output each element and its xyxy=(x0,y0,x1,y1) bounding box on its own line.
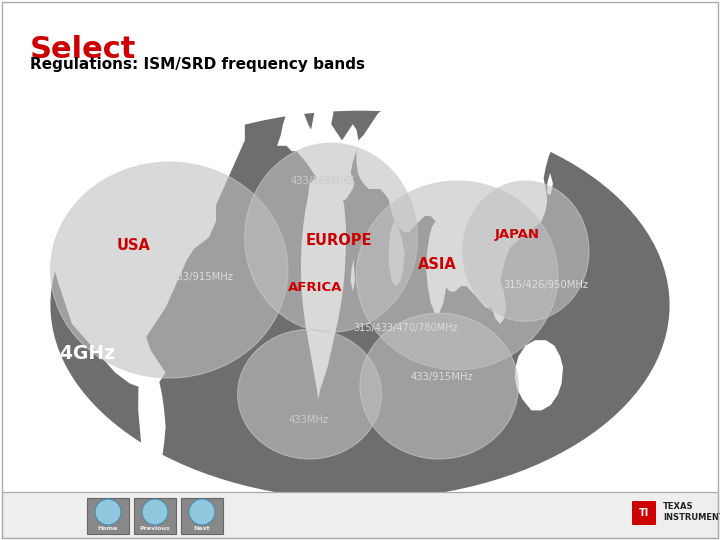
Text: 315/433/915MHz: 315/433/915MHz xyxy=(148,272,233,282)
Text: 2.4GHz: 2.4GHz xyxy=(40,344,115,363)
Bar xyxy=(181,498,223,534)
Text: Regulations: ISM/SRD frequency bands: Regulations: ISM/SRD frequency bands xyxy=(30,57,365,72)
Bar xyxy=(134,498,176,534)
Circle shape xyxy=(189,499,215,525)
Text: Home: Home xyxy=(98,525,118,530)
Circle shape xyxy=(142,499,168,525)
Text: Select: Select xyxy=(30,35,136,64)
Text: 433/868MHZ: 433/868MHZ xyxy=(291,176,354,186)
Text: JAPAN: JAPAN xyxy=(495,228,539,241)
Polygon shape xyxy=(301,173,346,400)
Bar xyxy=(2,492,718,538)
Text: TI: TI xyxy=(639,508,649,518)
Polygon shape xyxy=(515,340,563,410)
Polygon shape xyxy=(389,221,405,286)
Polygon shape xyxy=(176,70,234,113)
FancyBboxPatch shape xyxy=(632,501,656,525)
Polygon shape xyxy=(491,270,506,324)
Ellipse shape xyxy=(50,162,288,378)
Ellipse shape xyxy=(245,143,418,332)
Text: Previous: Previous xyxy=(140,525,171,530)
Polygon shape xyxy=(50,92,245,389)
Ellipse shape xyxy=(360,313,518,459)
Polygon shape xyxy=(547,173,553,194)
Text: AFRICA: AFRICA xyxy=(288,281,343,294)
Polygon shape xyxy=(426,221,448,313)
Text: 315/426/950MHz: 315/426/950MHz xyxy=(503,280,588,290)
Ellipse shape xyxy=(238,329,382,459)
Ellipse shape xyxy=(50,111,670,500)
Text: 433MHz: 433MHz xyxy=(288,415,328,425)
Circle shape xyxy=(95,499,121,525)
Polygon shape xyxy=(138,335,166,486)
Text: Next: Next xyxy=(194,525,210,530)
Text: ASIA: ASIA xyxy=(418,257,457,272)
Text: TEXAS
INSTRUMENTS: TEXAS INSTRUMENTS xyxy=(663,502,720,522)
Ellipse shape xyxy=(462,181,589,321)
Ellipse shape xyxy=(356,181,558,370)
Polygon shape xyxy=(277,81,359,205)
Bar xyxy=(87,498,129,534)
Polygon shape xyxy=(356,76,554,308)
Text: USA: USA xyxy=(116,238,150,253)
Text: 433/915MHz: 433/915MHz xyxy=(410,372,472,382)
Text: EUROPE: EUROPE xyxy=(305,233,372,248)
Polygon shape xyxy=(351,259,355,292)
Text: 315/433/470/780MHz: 315/433/470/780MHz xyxy=(353,323,458,333)
